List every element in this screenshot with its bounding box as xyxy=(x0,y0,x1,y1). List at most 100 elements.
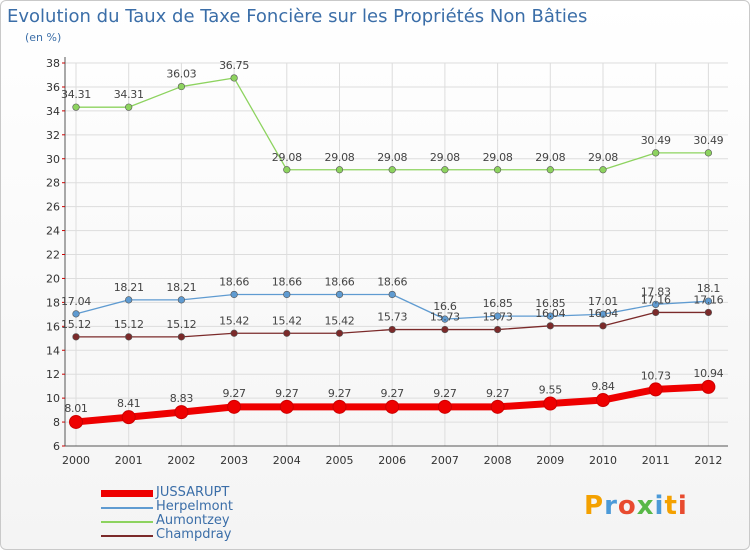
data-point xyxy=(177,296,185,304)
x-tick-label: 2003 xyxy=(220,454,248,467)
data-label: 17.16 xyxy=(641,293,671,306)
legend-label: JUSSARUPT xyxy=(156,485,230,500)
x-tick-label: 2007 xyxy=(431,454,459,467)
data-label: 9.27 xyxy=(381,387,405,400)
y-tick-label: 20 xyxy=(46,272,60,285)
data-point xyxy=(177,333,185,341)
data-label: 8.41 xyxy=(117,397,140,410)
data-point xyxy=(69,414,83,429)
data-label: 18.1 xyxy=(697,282,720,295)
data-label: 30.49 xyxy=(693,134,723,147)
logo-letter: i xyxy=(677,491,688,521)
data-point xyxy=(704,149,713,157)
data-point xyxy=(437,399,452,414)
data-point xyxy=(125,333,133,341)
data-label: 29.08 xyxy=(325,151,355,164)
data-point xyxy=(546,322,554,330)
x-tick-label: 2006 xyxy=(378,454,406,467)
y-tick-label: 34 xyxy=(46,105,60,118)
data-point xyxy=(546,312,554,320)
data-label: 18.66 xyxy=(377,275,407,288)
y-axis-unit: (en %) xyxy=(25,31,62,44)
data-label: 9.27 xyxy=(328,387,352,400)
data-point xyxy=(599,322,607,330)
data-label: 15.12 xyxy=(114,318,144,331)
data-label: 8.83 xyxy=(170,392,194,405)
y-tick-label: 32 xyxy=(46,129,60,142)
data-label: 9.27 xyxy=(222,387,246,400)
data-point xyxy=(121,410,136,425)
data-label: 29.08 xyxy=(272,151,302,164)
data-label: 16.85 xyxy=(483,297,513,310)
data-label: 29.08 xyxy=(535,151,565,164)
data-point xyxy=(652,300,660,309)
logo-letter: P xyxy=(584,491,605,521)
data-point xyxy=(283,290,291,299)
data-point xyxy=(230,74,238,82)
legend-label: Champdray xyxy=(156,527,232,542)
logo-letter: x xyxy=(636,491,655,521)
data-label: 15.42 xyxy=(325,314,355,327)
y-tick-label: 22 xyxy=(46,249,60,262)
data-point xyxy=(701,379,716,394)
data-label: 17.16 xyxy=(693,293,723,306)
data-label: 15.42 xyxy=(272,314,302,327)
data-point xyxy=(494,325,502,334)
data-point xyxy=(230,329,238,337)
data-point xyxy=(283,329,291,337)
data-label: 9.27 xyxy=(433,387,457,400)
data-label: 9.55 xyxy=(539,384,563,397)
data-point xyxy=(227,399,242,414)
data-label: 15.73 xyxy=(430,311,460,324)
data-point xyxy=(652,308,660,317)
data-label: 8.01 xyxy=(64,402,87,415)
y-tick-label: 16 xyxy=(46,320,60,333)
x-tick-label: 2011 xyxy=(642,454,670,467)
data-point xyxy=(441,315,449,323)
data-point xyxy=(335,166,344,174)
data-label: 15.12 xyxy=(166,318,196,331)
data-point xyxy=(543,396,558,411)
data-label: 36.75 xyxy=(219,59,249,72)
data-point xyxy=(490,399,505,414)
data-point xyxy=(72,310,80,318)
data-point xyxy=(125,103,133,111)
data-label: 16.04 xyxy=(588,307,618,320)
y-tick-label: 28 xyxy=(46,177,60,190)
x-tick-label: 2001 xyxy=(115,454,143,467)
x-tick-label: 2010 xyxy=(589,454,617,467)
data-label: 9.84 xyxy=(591,380,615,393)
data-label: 29.08 xyxy=(377,151,407,164)
y-tick-label: 6 xyxy=(53,440,60,453)
data-label: 15.12 xyxy=(61,318,91,331)
chart-title: Evolution du Taux de Taxe Foncière sur l… xyxy=(7,6,588,27)
data-label: 16.85 xyxy=(535,297,565,310)
y-tick-label: 8 xyxy=(53,416,60,429)
data-label: 29.08 xyxy=(588,151,618,164)
data-point xyxy=(546,166,554,174)
data-label: 9.27 xyxy=(275,387,299,400)
data-point xyxy=(279,399,294,414)
data-point xyxy=(335,329,344,337)
data-point xyxy=(283,166,291,174)
data-point xyxy=(72,333,80,341)
y-tick-label: 10 xyxy=(46,392,60,405)
legend-swatch xyxy=(101,535,153,537)
data-label: 17.83 xyxy=(641,285,671,298)
data-point xyxy=(230,290,238,299)
data-point xyxy=(72,103,80,111)
y-tick-label: 12 xyxy=(46,368,60,381)
data-point xyxy=(596,393,610,408)
data-label: 17.01 xyxy=(588,295,618,308)
legend-swatch xyxy=(101,521,153,523)
data-label: 17.04 xyxy=(61,295,91,308)
data-label: 15.42 xyxy=(219,314,249,327)
legend-label: Aumontzey xyxy=(156,513,230,528)
legend-label: Herpelmont xyxy=(156,499,233,514)
y-tick-label: 38 xyxy=(46,57,60,70)
y-tick-label: 26 xyxy=(46,201,60,214)
data-label: 9.27 xyxy=(486,387,510,400)
data-point xyxy=(704,308,713,317)
y-tick-label: 30 xyxy=(46,153,60,166)
